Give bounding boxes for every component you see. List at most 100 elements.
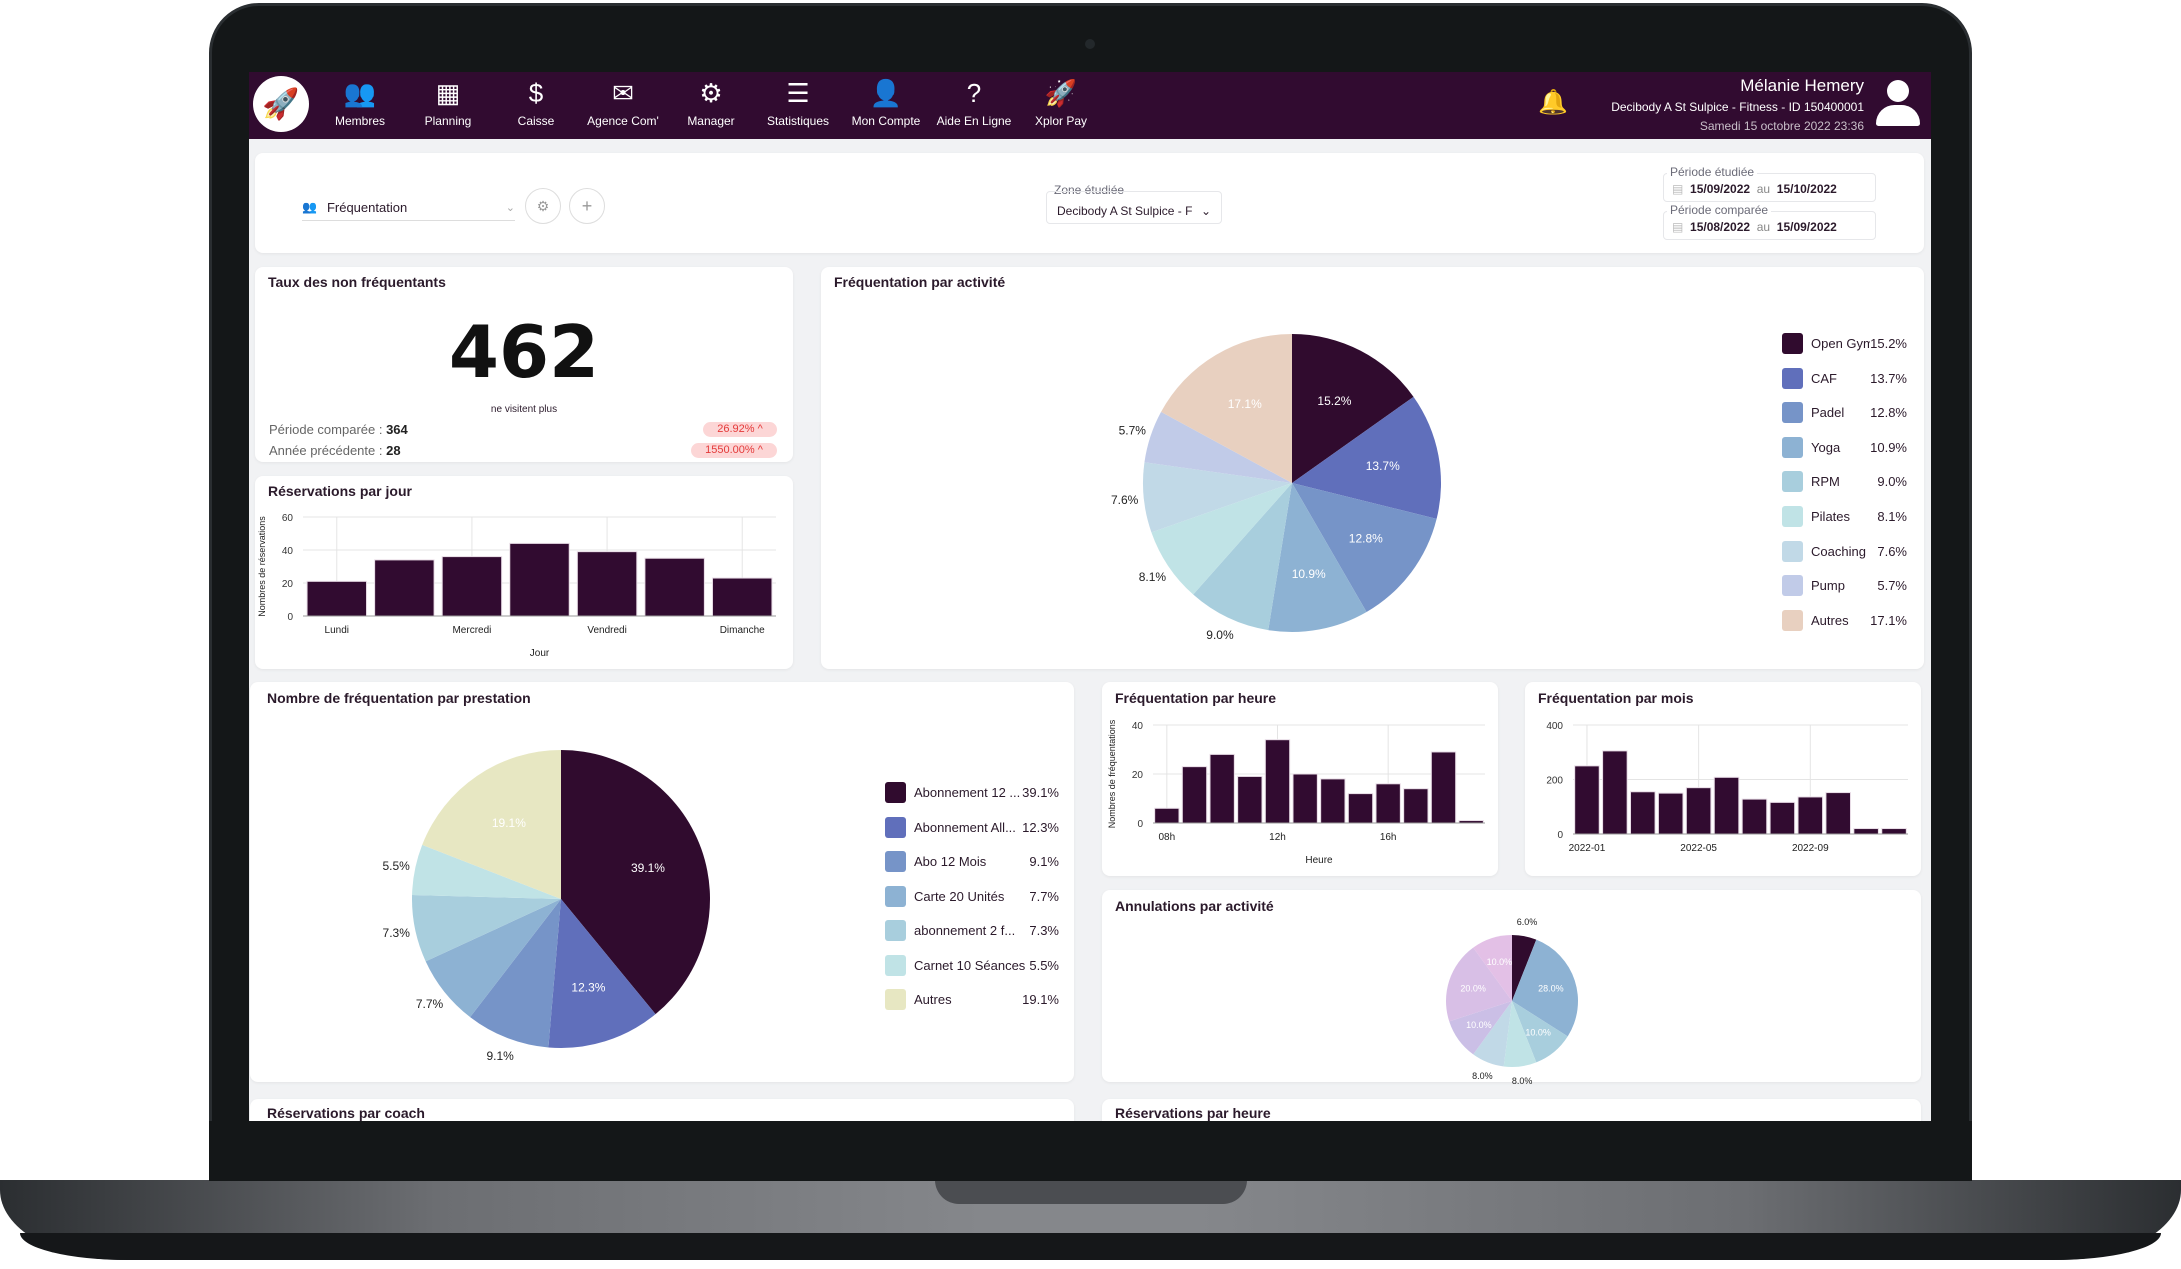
- compared-label: Période comparée: [1667, 203, 1772, 217]
- calendar-icon: ▤: [1672, 220, 1684, 234]
- settings-button[interactable]: ⚙: [525, 188, 561, 224]
- card-title: Nombre de fréquentation par prestation: [267, 690, 531, 706]
- nav-xplor-pay[interactable]: 🚀 Xplor Pay: [1011, 76, 1111, 136]
- legend-swatch: [1782, 436, 1803, 458]
- legend-value: 9.1%: [1029, 854, 1059, 869]
- reservations-jour-card: [255, 476, 793, 669]
- nav-planning[interactable]: ▦ Planning: [398, 76, 498, 136]
- user-icon: 👤: [869, 78, 903, 108]
- legend-label: Carte 20 Unités: [914, 888, 1005, 904]
- legend-swatch: [885, 782, 906, 803]
- legend-label: Pump: [1811, 578, 1845, 594]
- legend-value: 5.7%: [1877, 578, 1907, 594]
- bell-icon[interactable]: 🔔: [1538, 89, 1568, 116]
- nav-manager[interactable]: ⚙ Manager: [661, 76, 761, 136]
- legend-value: 7.6%: [1877, 543, 1907, 559]
- nav-aide[interactable]: ? Aide En Ligne: [924, 76, 1024, 136]
- prestation-card: [250, 682, 1074, 1082]
- nav-mon-compte[interactable]: 👤 Mon Compte: [836, 76, 936, 136]
- annulations-card: [1102, 890, 1921, 1082]
- legend-value: 7.3%: [1029, 923, 1059, 938]
- legend-swatch: [1782, 575, 1803, 597]
- legend-label: Carnet 10 Séances: [914, 957, 1026, 973]
- legend-item[interactable]: Carnet 10 Séances 5.5%: [885, 954, 1059, 976]
- legend-item[interactable]: Yoga 10.9%: [1782, 436, 1907, 458]
- legend-label: RPM: [1811, 474, 1840, 490]
- legend-value: 39.1%: [1022, 785, 1059, 800]
- top-nav: [249, 72, 1931, 139]
- legend-swatch: [885, 989, 906, 1010]
- user-name: Mélanie Hemery: [1740, 76, 1864, 95]
- users-icon: 👥: [302, 200, 317, 214]
- legend-item[interactable]: Abo 12 Mois 9.1%: [885, 851, 1059, 872]
- card-title: Réservations par heure: [1115, 1105, 1271, 1121]
- zone-label: Zone étudiée: [1051, 183, 1128, 197]
- chart-icon: ☰: [786, 78, 810, 108]
- avatar-icon[interactable]: [1876, 80, 1920, 126]
- legend-item[interactable]: Coaching 7.6%: [1782, 540, 1907, 562]
- legend-label: Pilates: [1811, 509, 1851, 524]
- nav-statistiques[interactable]: ☰ Statistiques: [748, 76, 848, 136]
- legend-label: Open Gym: [1811, 336, 1871, 351]
- envelope-icon: ✉: [612, 78, 634, 108]
- legend-item[interactable]: abonnement 2 f... 7.3%: [885, 920, 1059, 941]
- legend-value: 5.5%: [1029, 957, 1059, 973]
- card-title: Taux des non fréquentants: [268, 274, 446, 290]
- compared-range[interactable]: ▤ 15/08/2022 au 15/09/2022: [1672, 220, 1837, 234]
- legend-swatch: [885, 920, 906, 941]
- legend-label: Autres: [914, 992, 952, 1007]
- legend-item[interactable]: Autres 17.1%: [1782, 609, 1907, 631]
- legend-label: Yoga: [1811, 439, 1841, 455]
- bezel-edge: [209, 1121, 1972, 1123]
- laptop-notch: [935, 1180, 1247, 1204]
- legend-item[interactable]: Carte 20 Unités 7.7%: [885, 885, 1059, 907]
- chevron-down-icon: ⌄: [505, 201, 515, 214]
- legend-swatch: [1782, 402, 1803, 424]
- legend-item[interactable]: Padel 12.8%: [1782, 402, 1907, 424]
- dollar-icon: $: [528, 78, 544, 108]
- legend-value: 19.1%: [1022, 992, 1059, 1007]
- legend-item[interactable]: Open Gym 15.2%: [1782, 333, 1907, 354]
- legend-item[interactable]: Autres 19.1%: [885, 989, 1059, 1010]
- period-range[interactable]: ▤ 15/09/2022 au 15/10/2022: [1672, 182, 1837, 196]
- logo-rocket-icon[interactable]: 🚀: [253, 76, 309, 132]
- users-icon: 👥: [343, 78, 377, 108]
- legend-value: 17.1%: [1870, 612, 1907, 628]
- legend-swatch: [1782, 506, 1803, 527]
- chevron-down-icon: ⌄: [1200, 203, 1211, 218]
- zone-select[interactable]: Decibody A St Sulpice - F ⌄: [1046, 191, 1222, 224]
- legend-item[interactable]: CAF 13.7%: [1782, 367, 1907, 389]
- legend-item[interactable]: Abonnement 12 ... 39.1%: [885, 782, 1059, 803]
- card-title: Fréquentation par mois: [1538, 690, 1694, 706]
- caption: ne visitent plus: [490, 404, 558, 415]
- nav-agence-com[interactable]: ✉ Agence Com': [573, 76, 673, 136]
- mois-card: [1525, 682, 1921, 876]
- nav-membres[interactable]: 👥 Membres: [310, 76, 410, 136]
- screen-bezel-bottom: [209, 1121, 1972, 1181]
- legend-swatch: [1782, 471, 1803, 493]
- legend-swatch: [1782, 540, 1803, 562]
- gear-icon: ⚙: [699, 78, 723, 108]
- legend-item[interactable]: Abonnement All... 12.3%: [885, 816, 1059, 838]
- legend-label: abonnement 2 f...: [914, 923, 1016, 938]
- legend-label: Coaching: [1811, 543, 1866, 559]
- dashboard-select[interactable]: 👥 Fréquentation ⌄: [302, 194, 515, 221]
- legend-swatch: [1782, 609, 1803, 631]
- legend-value: 15.2%: [1870, 336, 1907, 351]
- compared-stat: Période comparée : 364: [269, 422, 408, 437]
- previous-stat: Année précédente : 28: [269, 443, 401, 458]
- calendar-icon: ▦: [435, 78, 461, 108]
- legend-item[interactable]: Pump 5.7%: [1782, 575, 1907, 597]
- legend-item[interactable]: RPM 9.0%: [1782, 471, 1907, 493]
- legend-swatch: [1782, 367, 1803, 389]
- non-frequentants-value: 462: [448, 310, 600, 394]
- help-icon: ?: [966, 78, 982, 108]
- nav-caisse[interactable]: $ Caisse: [486, 76, 586, 136]
- legend-label: CAF: [1811, 370, 1837, 386]
- add-button[interactable]: +: [569, 188, 605, 224]
- card-title: Réservations par jour: [268, 483, 412, 499]
- legend-value: 7.7%: [1029, 888, 1059, 904]
- legend-item[interactable]: Pilates 8.1%: [1782, 506, 1907, 527]
- period-field[interactable]: [1663, 173, 1876, 202]
- legend-label: Abonnement 12 ...: [914, 785, 1021, 800]
